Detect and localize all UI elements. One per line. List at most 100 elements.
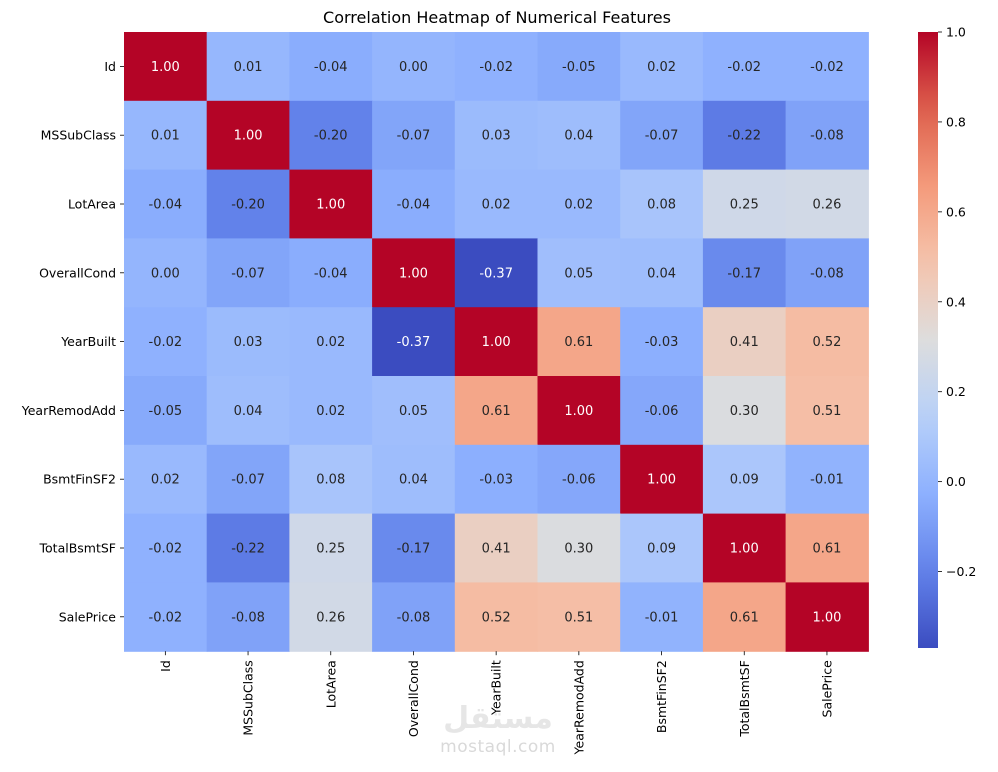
heatmap-cell bbox=[372, 32, 456, 102]
cell-value-label: 0.09 bbox=[730, 473, 759, 488]
cell-value-label: 1.00 bbox=[482, 335, 511, 350]
cell-value-label: -0.07 bbox=[231, 473, 265, 488]
heatmap-cell bbox=[372, 169, 456, 239]
y-tick-label: BsmtFinSF2 bbox=[43, 472, 116, 487]
colorbar-tick-label: 0.6 bbox=[946, 204, 966, 219]
heatmap-cell bbox=[785, 444, 869, 515]
cell-value-label: -0.03 bbox=[479, 473, 513, 488]
colorbar-tick-label: −0.2 bbox=[946, 564, 976, 579]
cell-value-label: -0.06 bbox=[562, 473, 596, 488]
y-tick-label: YearBuilt bbox=[60, 334, 116, 349]
heatmap-cell bbox=[206, 582, 290, 652]
cell-value-label: 0.04 bbox=[234, 404, 263, 419]
heatmap-cell bbox=[124, 32, 208, 102]
y-tick-label: YearRemodAdd bbox=[21, 403, 116, 418]
cell-value-label: 0.25 bbox=[316, 542, 345, 557]
heatmap-cell bbox=[206, 238, 290, 308]
heatmap-cell bbox=[454, 32, 539, 102]
heatmap-cell bbox=[620, 238, 704, 308]
cell-value-label: -0.05 bbox=[149, 404, 183, 419]
heatmap-cell bbox=[124, 513, 208, 583]
heatmap-cell bbox=[372, 444, 456, 515]
heatmap-cell bbox=[785, 32, 869, 102]
heatmap-cell bbox=[372, 582, 456, 652]
heatmap-cell bbox=[372, 307, 456, 377]
heatmap-cell bbox=[620, 444, 704, 515]
heatmap-cell bbox=[372, 376, 456, 446]
cell-value-label: -0.20 bbox=[231, 198, 265, 213]
cell-value-label: -0.02 bbox=[149, 335, 183, 350]
cell-value-label: 0.02 bbox=[647, 60, 676, 75]
heatmap-cell bbox=[372, 238, 456, 308]
cell-value-label: -0.07 bbox=[397, 129, 431, 144]
colorbar-gradient bbox=[918, 32, 938, 648]
heatmap-cell bbox=[537, 100, 621, 171]
heatmap-cell bbox=[289, 376, 373, 446]
cell-value-label: -0.07 bbox=[645, 129, 679, 144]
heatmap-cell bbox=[206, 307, 290, 377]
cell-value-label: -0.01 bbox=[810, 473, 844, 488]
cell-value-label: -0.03 bbox=[645, 335, 679, 350]
cell-value-label: 0.08 bbox=[316, 473, 345, 488]
cell-value-label: 0.25 bbox=[730, 198, 759, 213]
cell-value-label: 1.00 bbox=[399, 266, 428, 281]
heatmap-cell bbox=[454, 307, 539, 377]
cell-value-label: 0.05 bbox=[399, 404, 428, 419]
x-tick-label: TotalBsmtSF bbox=[737, 660, 752, 737]
cell-value-label: 0.03 bbox=[482, 129, 511, 144]
y-tick-label: LotArea bbox=[68, 197, 116, 212]
cell-value-label: -0.05 bbox=[562, 60, 596, 75]
heatmap-cell bbox=[702, 513, 787, 583]
cell-value-label: -0.37 bbox=[397, 335, 431, 350]
heatmap-cell bbox=[785, 513, 869, 583]
heatmap-cell bbox=[537, 169, 621, 239]
heatmap-cell bbox=[206, 376, 290, 446]
heatmap-cell bbox=[785, 100, 869, 171]
cell-value-label: 1.00 bbox=[730, 542, 759, 557]
x-tick-label: YearBuilt bbox=[489, 660, 504, 716]
cell-value-label: 0.02 bbox=[564, 198, 593, 213]
colorbar-tick-label: 0.4 bbox=[946, 294, 966, 309]
cell-value-label: 0.04 bbox=[564, 129, 593, 144]
heatmap-cell bbox=[124, 238, 208, 308]
cell-value-label: 0.61 bbox=[730, 610, 759, 625]
heatmap-cell bbox=[620, 32, 704, 102]
heatmap-cell bbox=[289, 513, 373, 583]
cell-value-label: -0.04 bbox=[314, 266, 348, 281]
heatmap-cell bbox=[537, 238, 621, 308]
cell-value-label: -0.22 bbox=[727, 129, 761, 144]
heatmap-cell bbox=[206, 444, 290, 515]
heatmap-cell bbox=[289, 32, 373, 102]
y-tick-label: TotalBsmtSF bbox=[39, 541, 116, 556]
cell-value-label: 0.61 bbox=[564, 335, 593, 350]
heatmap-cell bbox=[702, 169, 787, 239]
cell-value-label: 0.41 bbox=[482, 542, 511, 557]
heatmap-cell bbox=[702, 238, 787, 308]
cell-value-label: 0.01 bbox=[234, 60, 263, 75]
cell-value-label: 0.04 bbox=[647, 266, 676, 281]
cell-value-label: -0.04 bbox=[149, 198, 183, 213]
cell-value-label: -0.04 bbox=[397, 198, 431, 213]
cell-value-label: 0.52 bbox=[482, 610, 511, 625]
heatmap-cell bbox=[702, 32, 787, 102]
heatmap-cell bbox=[702, 307, 787, 377]
watermark-script-text: مستقل bbox=[443, 701, 553, 736]
cell-value-label: 0.02 bbox=[482, 198, 511, 213]
y-tick-label: SalePrice bbox=[59, 609, 117, 624]
heatmap-cell bbox=[454, 238, 539, 308]
heatmap-cell bbox=[620, 169, 704, 239]
heatmap-cell bbox=[454, 444, 539, 515]
heatmap-cell bbox=[620, 100, 704, 171]
heatmap-cell bbox=[785, 307, 869, 377]
heatmap-cell bbox=[620, 582, 704, 652]
cell-value-label: -0.22 bbox=[231, 542, 265, 557]
heatmap-cell bbox=[206, 169, 290, 239]
heatmap-cell bbox=[537, 582, 621, 652]
heatmap-cell bbox=[289, 307, 373, 377]
cell-value-label: 0.51 bbox=[812, 404, 841, 419]
cell-value-label: 0.04 bbox=[399, 473, 428, 488]
cell-value-label: 0.30 bbox=[730, 404, 759, 419]
heatmap-cell bbox=[537, 376, 621, 446]
cell-value-label: -0.04 bbox=[314, 60, 348, 75]
